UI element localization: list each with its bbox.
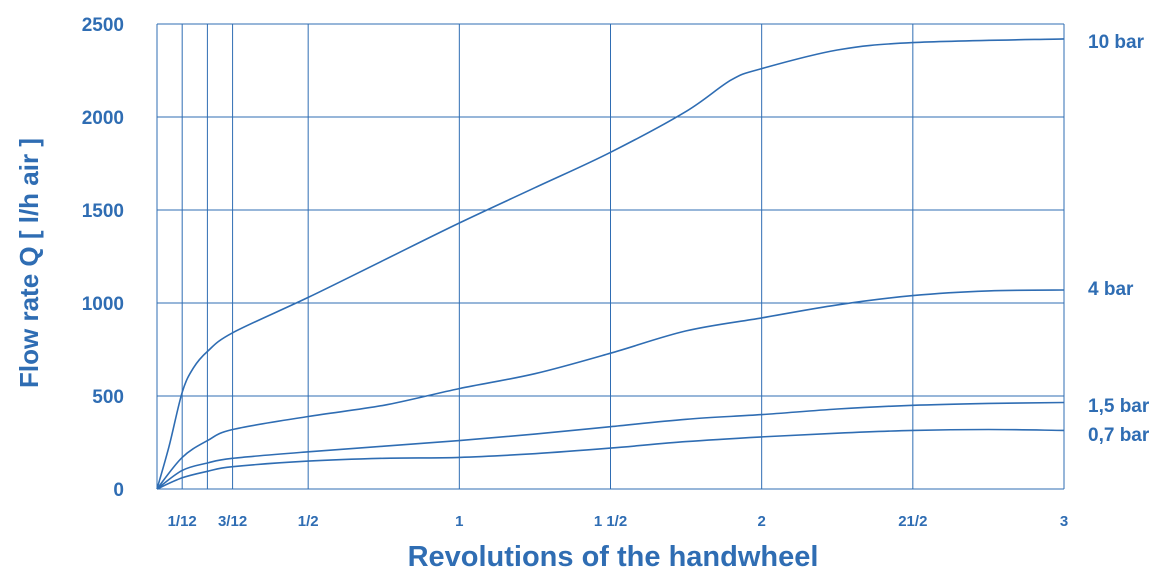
x-tick-label: 1/12 [168,513,197,530]
x-tick-label: 1/2 [298,513,319,530]
series-label: 1,5 bar [1088,396,1150,417]
series-label: 4 bar [1088,279,1134,300]
series-line-3 [156,428,1065,490]
x-tick-label: 3 [1060,513,1068,530]
y-tick-labels: 0 500 1000 1500 2000 2500 [82,15,124,501]
y-tick-label: 2500 [82,15,124,36]
x-tick-labels: 1/12 3/12 1/2 1 1 1/2 2 21/2 3 [168,513,1069,530]
y-tick-label: 500 [92,387,124,408]
y-tick-label: 1500 [82,201,124,222]
y-tick-label: 1000 [82,294,124,315]
x-tick-label: 21/2 [898,513,927,530]
series-line-1 [156,289,1065,490]
grid [156,23,1065,490]
series-lines [156,38,1065,490]
y-tick-label: 0 [113,480,124,501]
series-label: 10 bar [1088,32,1145,53]
x-axis-title: Revolutions of the handwheel [408,541,819,573]
series-label: 0,7 bar [1088,425,1150,446]
x-tick-label: 1 1/2 [594,513,627,530]
y-axis-title: Flow rate Q [ l/h air ] [14,138,44,388]
series-line-0 [156,38,1065,490]
x-tick-label: 3/12 [218,513,247,530]
x-tick-label: 2 [757,513,765,530]
y-tick-label: 2000 [82,108,124,129]
series-line-2 [156,401,1065,490]
series-labels: 10 bar 4 bar 1,5 bar 0,7 bar [1088,32,1150,446]
x-tick-label: 1 [455,513,463,530]
